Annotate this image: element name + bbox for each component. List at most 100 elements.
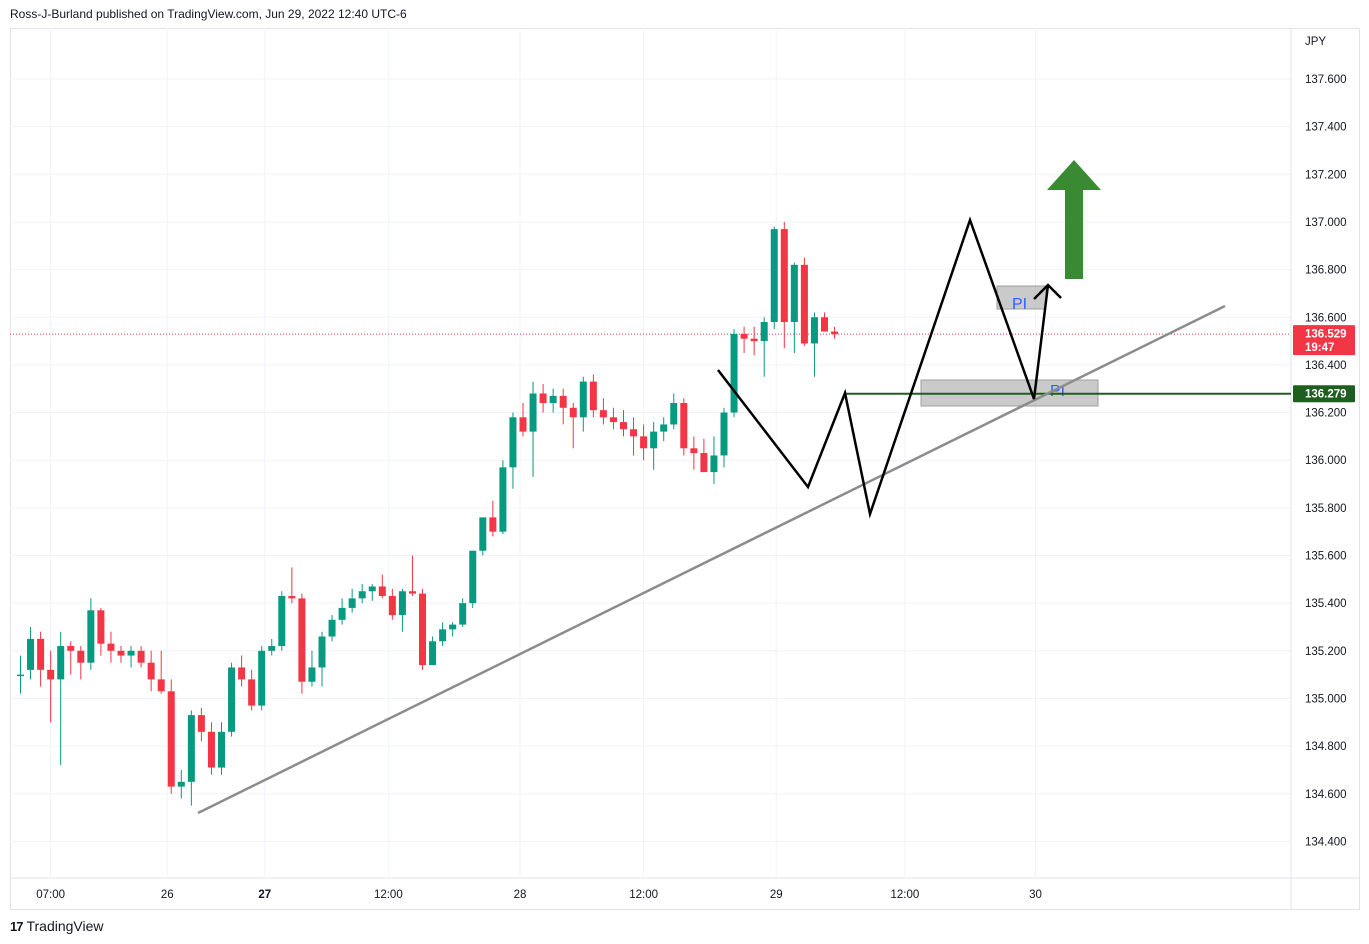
- candle-body: [328, 619, 336, 637]
- candle: [579, 376, 587, 432]
- price-tick-label: 136.800: [1305, 265, 1347, 277]
- candle: [378, 574, 386, 599]
- candle: [740, 326, 748, 353]
- candle-body: [207, 731, 215, 768]
- candle: [609, 407, 617, 430]
- candle-body: [599, 410, 607, 418]
- candle: [680, 398, 688, 456]
- candle: [318, 631, 326, 687]
- candle-body: [499, 467, 507, 532]
- candle: [248, 669, 256, 711]
- candle: [419, 588, 426, 670]
- candle: [57, 631, 65, 766]
- candle-body: [398, 591, 406, 616]
- candle: [499, 460, 507, 535]
- candle-body: [67, 646, 75, 651]
- candle-body: [439, 629, 447, 642]
- price-tick-label: 135.800: [1305, 503, 1347, 515]
- candle: [821, 312, 828, 332]
- time-axis: 07:00 26 27 12:00 28 12:00 29 12:00 30: [36, 889, 1042, 901]
- candle: [37, 631, 45, 687]
- candle: [218, 722, 225, 775]
- candle-body: [137, 650, 145, 663]
- candle: [630, 417, 638, 456]
- candle: [660, 417, 668, 442]
- price-tick-label: 137.000: [1305, 217, 1347, 229]
- candle: [650, 422, 658, 470]
- candle: [167, 679, 175, 794]
- candle-body: [238, 667, 246, 680]
- candle: [549, 388, 557, 413]
- price-tag: [1293, 325, 1355, 356]
- candle-body: [760, 322, 768, 342]
- price-tick-label: 135.400: [1305, 598, 1347, 610]
- candle-body: [670, 403, 678, 425]
- candle: [147, 650, 155, 692]
- price-tick-label: 134.600: [1305, 789, 1347, 801]
- candle-body: [408, 591, 416, 594]
- candle: [197, 707, 205, 742]
- candle: [268, 638, 276, 656]
- candle-body: [17, 674, 24, 677]
- candle-body: [630, 429, 638, 437]
- candle-body: [248, 679, 256, 706]
- candle: [157, 650, 165, 694]
- candle-body: [800, 264, 808, 344]
- candle: [127, 646, 135, 668]
- candle-body: [780, 229, 788, 323]
- candle-body: [167, 691, 175, 787]
- candle: [27, 626, 35, 680]
- candle: [449, 622, 457, 637]
- time-tick-label: 28: [514, 889, 527, 901]
- candle: [358, 584, 366, 604]
- candle: [790, 262, 798, 353]
- candle-body: [710, 455, 718, 473]
- time-tick-label: 27: [258, 889, 271, 901]
- candle-body: [77, 650, 85, 663]
- price-tick-label: 134.800: [1305, 741, 1347, 753]
- candle-body: [157, 679, 165, 692]
- candle: [640, 424, 648, 461]
- candle-body: [810, 317, 818, 344]
- candle: [670, 393, 678, 430]
- time-tick-label: 12:00: [891, 889, 920, 901]
- candle-body: [37, 638, 45, 670]
- candle-body: [388, 596, 396, 616]
- currency-label: JPY: [1305, 36, 1326, 48]
- candle-body: [539, 393, 547, 404]
- candle-body: [579, 381, 587, 418]
- candle-body: [700, 453, 708, 473]
- price-tick-label: 137.600: [1305, 74, 1347, 86]
- publisher-header: Ross-J-Burland published on TradingView.…: [10, 7, 407, 21]
- candle-body: [640, 436, 648, 449]
- candle-body: [47, 669, 55, 680]
- candle-body: [479, 517, 487, 551]
- candle: [559, 388, 567, 425]
- candle-body: [97, 610, 105, 644]
- candle: [348, 588, 356, 613]
- price-tick-label: 137.400: [1305, 122, 1347, 134]
- candle: [77, 646, 85, 680]
- candle: [308, 650, 316, 687]
- candle-body: [790, 264, 798, 323]
- candle-body: [318, 636, 326, 668]
- candle-body: [258, 650, 266, 706]
- candle-body: [57, 646, 65, 680]
- candle: [368, 584, 376, 601]
- candle-body: [720, 412, 728, 456]
- price-tick-label: 136.400: [1305, 360, 1347, 372]
- candle-body: [298, 598, 306, 682]
- price-tick-label: 135.000: [1305, 693, 1347, 705]
- projection-arrow-head: [1033, 283, 1062, 300]
- candle: [117, 646, 125, 663]
- time-tick-label: 30: [1029, 889, 1042, 901]
- footer-brand[interactable]: 17 TradingView: [10, 918, 104, 934]
- candle-body: [770, 229, 778, 323]
- price-axis: 137.600 137.400 137.200 137.000 136.800 136.6…: [1293, 36, 1355, 848]
- candle: [539, 383, 547, 413]
- candle: [137, 646, 145, 668]
- price-tick-label: 134.400: [1305, 836, 1347, 848]
- candle-body: [549, 395, 557, 404]
- price-tag-value: 136.279: [1305, 389, 1347, 401]
